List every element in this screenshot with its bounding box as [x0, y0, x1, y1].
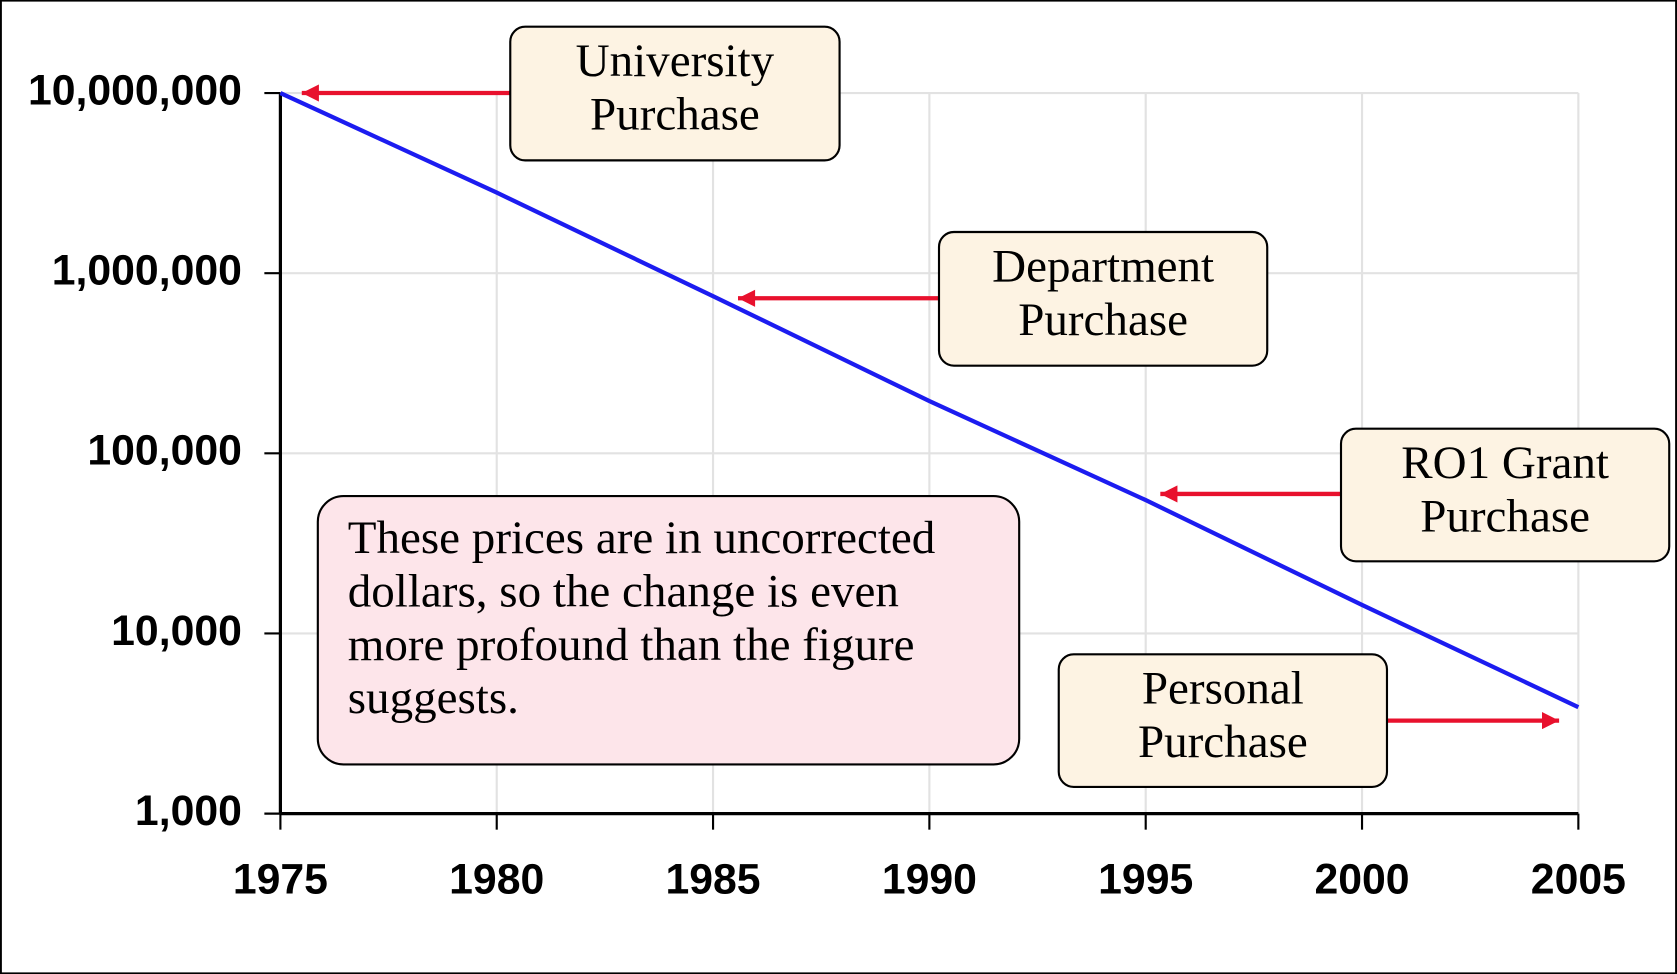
data-line: [279, 91, 1580, 710]
callout-box: [1339, 427, 1671, 563]
y-tick-label: 1,000,000: [52, 246, 242, 294]
y-tick-label: 100,000: [87, 427, 242, 475]
callout-text: Purchase: [1018, 294, 1188, 346]
note-text: dollars, so the change is even: [348, 565, 899, 617]
note-text: These prices are in uncorrected: [348, 512, 936, 564]
x-tick-label: 2000: [1314, 855, 1409, 903]
note-box: [316, 495, 1021, 766]
y-tick-label: 1,000: [135, 787, 242, 835]
x-tick-label: 1985: [665, 855, 760, 903]
x-tick-label: 2005: [1531, 855, 1626, 903]
x-tick-label: 1995: [1098, 855, 1193, 903]
callout-text: Department: [992, 240, 1214, 292]
callout-text: Purchase: [1138, 716, 1308, 768]
callout-box: [937, 230, 1269, 367]
callout-text: Purchase: [1420, 490, 1590, 542]
callout-text: Purchase: [590, 88, 760, 140]
note-text: suggests.: [348, 672, 519, 724]
callout-box: [1057, 653, 1389, 788]
callout-text: Personal: [1142, 663, 1304, 715]
callout-text: University: [576, 35, 775, 87]
y-tick-label: 10,000: [111, 607, 242, 655]
x-tick-label: 1975: [233, 855, 328, 903]
callout-box: [509, 25, 841, 162]
callout-text: RO1 Grant: [1401, 437, 1609, 489]
note-text: more profound than the figure: [348, 619, 915, 671]
x-tick-label: 1990: [882, 855, 977, 903]
x-tick-label: 1980: [449, 855, 544, 903]
y-tick-label: 10,000,000: [28, 66, 242, 114]
